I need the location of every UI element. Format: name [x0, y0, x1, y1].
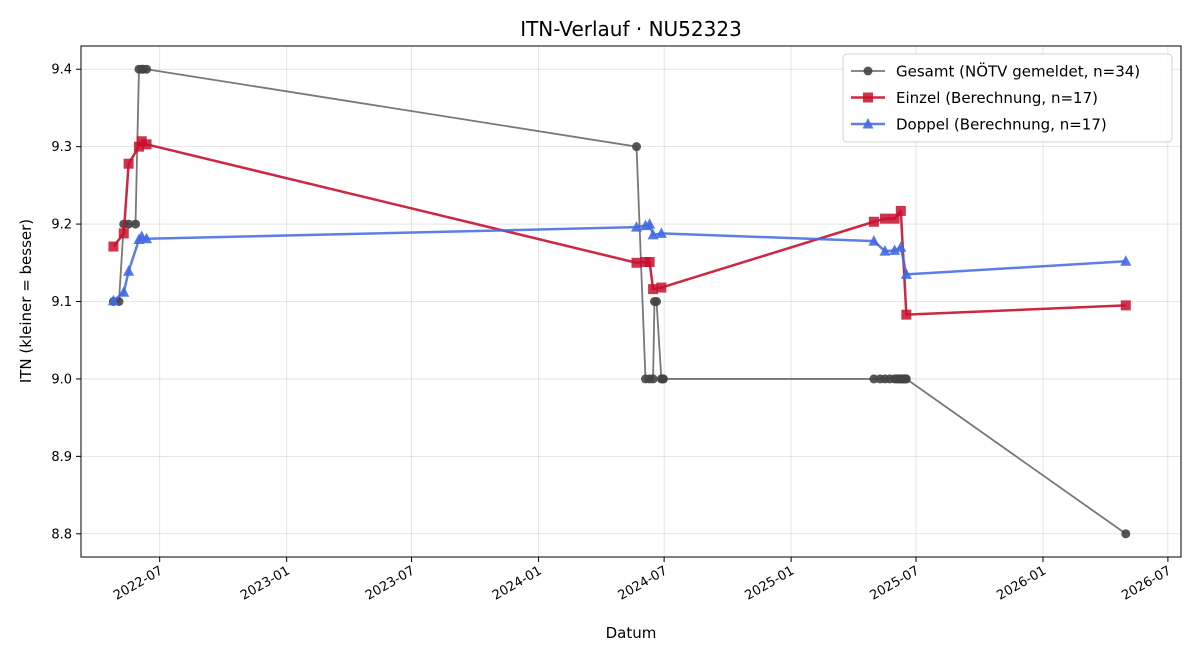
data-point [141, 232, 153, 244]
data-point [631, 221, 643, 232]
data-point [652, 297, 662, 306]
data-point [632, 142, 642, 152]
data-point [889, 213, 900, 224]
data-point [895, 205, 906, 216]
legend-box [842, 53, 1173, 143]
legend-label: Doppel (Berechnung, n=17) [896, 116, 1107, 134]
data-point [118, 228, 129, 239]
data-point [648, 374, 658, 384]
legend-marker [863, 92, 873, 103]
series-2 [108, 136, 1131, 320]
data-point [142, 64, 152, 74]
y-axis-label: ITN (kleiner = besser) [17, 219, 35, 383]
data-point [644, 257, 655, 268]
data-point [900, 268, 912, 279]
legend: Gesamt (NÖTV gemeldet, n=34) Einzel (Bere… [842, 53, 1173, 143]
data-point [108, 241, 119, 252]
data-point [869, 374, 879, 384]
y-tick-label: 9.4 [51, 63, 72, 78]
legend-marker [862, 118, 874, 129]
data-point [107, 294, 119, 306]
data-point [123, 265, 135, 276]
series-layer [107, 64, 1132, 539]
y-tick-label: 9.1 [51, 295, 72, 310]
data-point [895, 241, 907, 252]
data-point [656, 282, 667, 293]
data-point [879, 245, 891, 256]
y-tick-label: 9.0 [51, 372, 72, 387]
x-axis-label: Datum [606, 624, 657, 642]
legend-entry: Einzel (Berechnung, n=17) [851, 89, 1098, 107]
data-point [648, 284, 659, 295]
data-point [644, 218, 656, 229]
data-point [868, 216, 879, 227]
legend-marker [863, 66, 873, 76]
y-tick-label: 9.2 [51, 218, 72, 233]
data-point [879, 213, 890, 224]
data-point [658, 374, 668, 384]
data-point [631, 257, 642, 268]
data-point [141, 139, 152, 150]
legend-entry: Gesamt (NÖTV gemeldet, n=34) [851, 62, 1140, 81]
data-point [901, 309, 912, 320]
data-point [123, 158, 134, 169]
y-tick-label: 8.8 [51, 527, 72, 542]
legend-label: Gesamt (NÖTV gemeldet, n=34) [896, 62, 1140, 81]
data-point [901, 374, 911, 384]
chart-title: ITN-Verlauf · NU52323 [520, 17, 742, 41]
data-point [868, 235, 880, 246]
data-point [133, 141, 144, 152]
data-point [1121, 529, 1131, 539]
y-axis: 8.8 8.9 9.0 9.1 9.2 9.3 9.4 [51, 63, 81, 542]
data-point [647, 228, 659, 240]
series-3 [107, 218, 1132, 306]
data-point [655, 227, 667, 238]
data-point [889, 244, 901, 255]
y-tick-label: 9.3 [51, 140, 72, 155]
y-tick-label: 8.9 [51, 450, 72, 465]
data-point [131, 219, 141, 229]
legend-entry: Doppel (Berechnung, n=17) [851, 116, 1107, 134]
data-point [1120, 255, 1132, 266]
data-point [1120, 300, 1131, 311]
data-point [118, 286, 130, 297]
legend-label: Einzel (Berechnung, n=17) [896, 89, 1098, 107]
data-point [124, 219, 134, 229]
